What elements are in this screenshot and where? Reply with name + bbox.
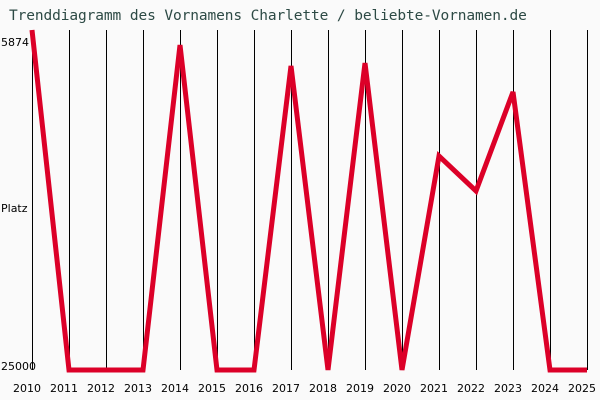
y-axis-top-label: 5874 bbox=[1, 36, 29, 49]
x-tick-label-2012: 2012 bbox=[87, 382, 115, 395]
x-axis-year-labels: 2010 2011 2012 2013 2014 2015 2016 2017 2018 2019… bbox=[13, 382, 596, 395]
x-tick-label-2022: 2022 bbox=[457, 382, 485, 395]
y-axis-bottom-label: 25000 bbox=[1, 360, 36, 373]
x-tick-label-2021: 2021 bbox=[420, 382, 448, 395]
x-tick-label-2016: 2016 bbox=[235, 382, 263, 395]
x-tick-label-2018: 2018 bbox=[309, 382, 337, 395]
y-axis-title: Platz bbox=[1, 202, 28, 215]
x-tick-label-2025: 2025 bbox=[568, 382, 596, 395]
x-tick-label-2010: 2010 bbox=[13, 382, 41, 395]
rank-trend-line bbox=[29, 29, 587, 373]
x-tick-label-2015: 2015 bbox=[198, 382, 226, 395]
x-tick-label-2019: 2019 bbox=[346, 382, 374, 395]
vertical-gridlines bbox=[32, 30, 588, 370]
x-tick-label-2024: 2024 bbox=[531, 382, 559, 395]
chart-title: Trenddiagramm des Vornamens Charlette / … bbox=[9, 8, 527, 24]
x-tick-label-2011: 2011 bbox=[50, 382, 78, 395]
x-tick-label-2023: 2023 bbox=[494, 382, 522, 395]
x-tick-label-2013: 2013 bbox=[124, 382, 152, 395]
x-tick-label-2014: 2014 bbox=[161, 382, 189, 395]
x-tick-label-2017: 2017 bbox=[272, 382, 300, 395]
x-tick-label-2020: 2020 bbox=[383, 382, 411, 395]
